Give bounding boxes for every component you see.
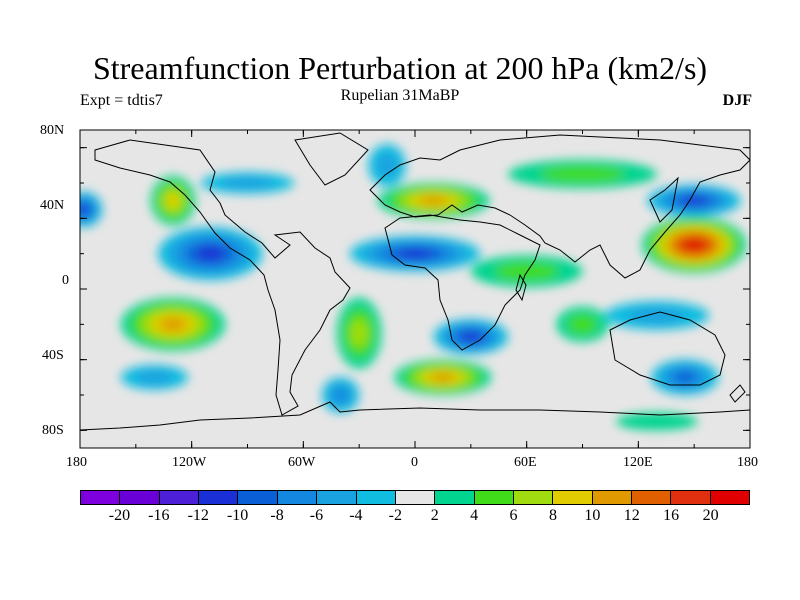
japan-coastline xyxy=(649,176,679,223)
season-label: DJF xyxy=(722,92,752,109)
colorbar-label: -8 xyxy=(270,507,284,524)
x-tick-label: 60W xyxy=(288,455,316,470)
x-tick-label: 180 xyxy=(737,455,758,470)
colorbar-box xyxy=(277,491,318,504)
contour-ring xyxy=(540,166,625,183)
contour-ring xyxy=(567,314,598,335)
contour-ring xyxy=(616,412,698,431)
colorbar-box xyxy=(474,491,514,504)
contour-ring xyxy=(221,177,274,189)
contour-ring xyxy=(682,196,706,205)
contour-ring xyxy=(399,249,431,258)
period-label: Rupelian 31MaBP xyxy=(340,87,460,104)
colorbar-box xyxy=(553,491,593,504)
colorbar-box xyxy=(435,491,475,504)
africa-coastline xyxy=(384,214,541,351)
x-tick-label: 60E xyxy=(514,455,537,470)
colorbar xyxy=(80,490,750,505)
contour-ring xyxy=(419,196,448,206)
colorbar-label: -6 xyxy=(309,507,324,524)
x-tick-label: 180 xyxy=(66,455,87,470)
contour-ring xyxy=(160,317,186,331)
madagascar-coastline xyxy=(515,273,527,302)
contour-ring xyxy=(80,205,89,214)
contour-ring xyxy=(627,307,687,324)
contour-ring xyxy=(350,319,368,348)
colorbar-box xyxy=(199,491,239,504)
colorbar-label: 12 xyxy=(623,507,640,524)
plot-title: Streamfunction Perturbation at 200 hPa (… xyxy=(92,50,708,86)
colorbar-label: -10 xyxy=(226,507,249,524)
colorbar-box xyxy=(710,491,750,504)
eurasia-coastline xyxy=(369,134,750,279)
colorbar-label: 4 xyxy=(470,507,479,524)
colorbar-label: 8 xyxy=(548,507,557,524)
colorbar-box xyxy=(159,491,200,504)
colorbar-box xyxy=(513,491,554,504)
colorbar-box xyxy=(356,491,396,504)
colorbar-label: 16 xyxy=(663,507,680,524)
y-tick-label: 40N xyxy=(40,198,65,213)
new-zealand-coastline xyxy=(729,384,746,403)
x-tick-label: 0 xyxy=(411,455,418,470)
colorbar-box xyxy=(395,491,436,504)
y-tick-label: 80S xyxy=(42,423,64,438)
colorbar-label: -2 xyxy=(388,507,402,524)
greenland-coastline xyxy=(294,132,369,186)
y-tick-label: 0 xyxy=(62,273,69,288)
contour-ring xyxy=(686,240,703,250)
experiment-label: Expt = tdtis7 xyxy=(80,92,163,109)
y-tick-label: 80N xyxy=(40,123,65,138)
contour-ring xyxy=(431,373,455,382)
colorbar-label: -4 xyxy=(349,507,363,524)
colorbar-box xyxy=(671,491,711,504)
antarctica-coastline xyxy=(80,401,750,431)
x-tick-label: 120W xyxy=(172,455,207,470)
axis-ticks xyxy=(79,130,751,448)
colorbar-label: -20 xyxy=(108,507,131,524)
contour-ring xyxy=(376,153,398,178)
colorbar-label: -16 xyxy=(148,507,170,524)
australia-coastline xyxy=(609,311,726,386)
colorbar-label: 6 xyxy=(509,507,518,524)
colorbar-box xyxy=(632,491,672,504)
colorbar-label: -12 xyxy=(187,507,209,524)
contour-ring xyxy=(495,262,559,281)
contour-ring xyxy=(135,370,174,385)
colorbar-label: 10 xyxy=(584,507,601,524)
contour-ring xyxy=(333,388,348,402)
colorbar-box xyxy=(120,491,160,504)
y-tick-label: 40S xyxy=(42,348,64,363)
contour-field xyxy=(80,144,747,431)
colorbar-box xyxy=(238,491,278,504)
colorbar-box xyxy=(592,491,633,504)
coastlines xyxy=(80,132,750,431)
colorbar-box xyxy=(317,491,357,504)
colorbar-label: 2 xyxy=(430,507,439,524)
contour-ring xyxy=(674,371,695,383)
contour-fill-group xyxy=(80,144,747,431)
colorbar-label: 20 xyxy=(702,507,719,524)
contour-ring xyxy=(461,332,480,342)
colorbar-box xyxy=(81,491,121,504)
americas-coastline xyxy=(94,139,351,416)
contour-ring xyxy=(166,193,180,209)
contour-ring xyxy=(197,247,224,261)
x-tick-label: 120E xyxy=(623,455,653,470)
